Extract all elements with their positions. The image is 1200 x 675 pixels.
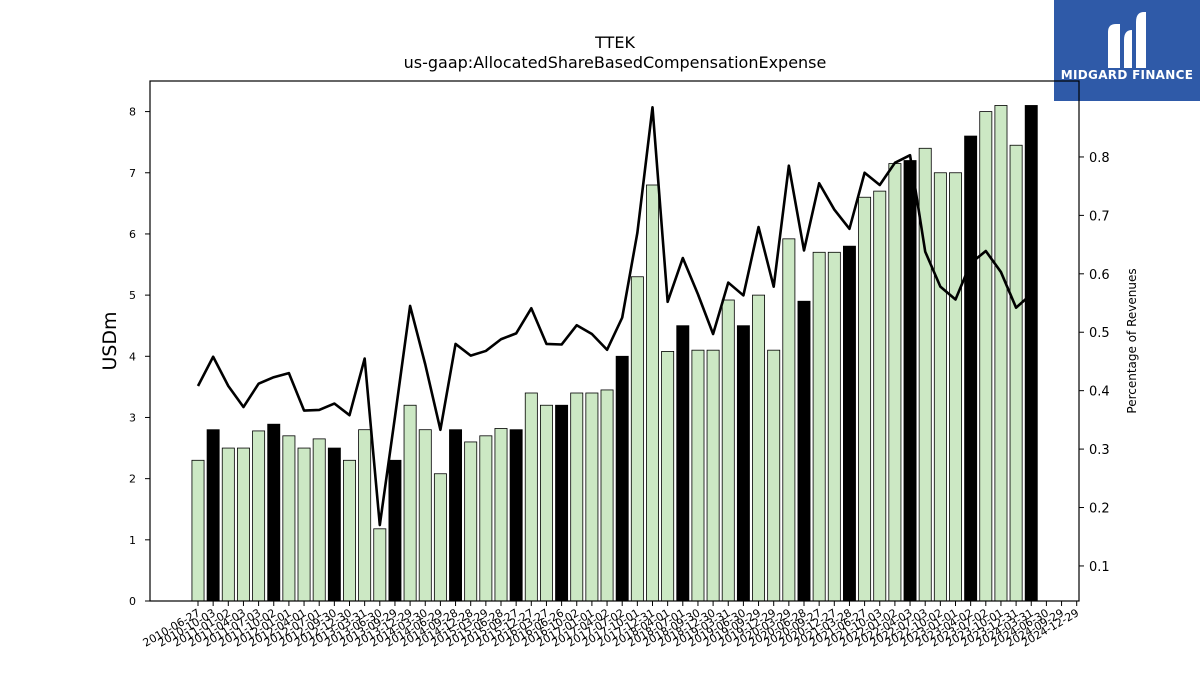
bar-2013-03-31	[358, 429, 372, 602]
chart-title: TTEK	[594, 33, 635, 52]
y-tick-label: 1	[129, 534, 136, 547]
bar-2015-03-29	[479, 435, 493, 602]
y2-tick-label: 0.5	[1089, 326, 1110, 341]
bar-2015-09-27	[509, 429, 523, 602]
bar-2015-12-27	[524, 392, 538, 602]
bar-2023-04-02	[964, 135, 978, 602]
bar-2020-09-27	[812, 251, 826, 602]
bar-2017-10-01	[630, 276, 644, 602]
bar-2018-09-30	[691, 349, 705, 602]
line-series	[196, 105, 1033, 527]
bar-2013-06-30	[373, 528, 387, 602]
y-axis-right: 0.1 0.2 0.3 0.4 0.5 0.6 0.7 0.8	[1079, 151, 1110, 575]
y2-tick-label: 0.8	[1089, 151, 1110, 166]
bar-2022-01-02	[888, 163, 902, 602]
y2-axis-label: Percentage of Revenues	[1125, 268, 1139, 413]
bar-2018-07-01	[676, 325, 690, 602]
bar-2024-03-31	[1024, 105, 1038, 602]
bar-2014-12-28	[464, 441, 478, 602]
bar-2020-03-29	[782, 238, 796, 602]
y-axis-left: 0 1 2 3 4 5 6 7 8	[129, 106, 150, 608]
y2-tick-label: 0.1	[1089, 560, 1110, 575]
bar-2012-07-01	[312, 438, 326, 602]
y2-tick-label: 0.7	[1089, 209, 1110, 224]
y-tick-label: 0	[129, 595, 136, 608]
bar-2016-06-26	[555, 404, 569, 602]
bar-2016-03-27	[539, 404, 553, 602]
bar-2013-12-29	[403, 404, 417, 602]
bar-2022-07-03	[918, 147, 932, 602]
bar-2023-12-31	[1009, 144, 1023, 602]
bar-2011-07-03	[252, 430, 266, 602]
y2-tick-label: 0.2	[1089, 502, 1110, 517]
bar-2019-06-30	[736, 325, 750, 602]
bar-2011-04-03	[236, 447, 250, 602]
bar-2018-04-01	[661, 350, 675, 602]
brand-logo: MIDGARD FINANCE	[1054, 0, 1200, 101]
midgard-m-icon	[1108, 12, 1146, 68]
plot-frame	[149, 80, 1080, 602]
y-tick-label: 8	[129, 106, 136, 119]
bar-2011-01-02	[221, 447, 235, 602]
bar-2021-10-03	[873, 190, 887, 602]
bar-2021-06-27	[858, 196, 872, 602]
bar-2010-06-27	[191, 459, 205, 602]
bar-2013-09-29	[388, 459, 402, 602]
y2-tick-label: 0.4	[1089, 385, 1110, 400]
bar-2020-06-28	[797, 300, 811, 602]
bar-2012-01-01	[282, 435, 296, 602]
bar-2020-12-27	[827, 251, 841, 602]
y-tick-label: 6	[129, 228, 136, 241]
bar-2014-09-28	[449, 429, 463, 602]
y-tick-label: 2	[129, 473, 136, 486]
chart-subtitle: us-gaap:AllocatedShareBasedCompensationE…	[404, 53, 827, 72]
bar-2023-10-01	[994, 105, 1008, 602]
bar-2010-10-03	[206, 429, 220, 602]
bar-2017-07-02	[615, 355, 629, 602]
bar-2012-12-30	[343, 459, 356, 602]
bar-2014-06-29	[433, 473, 447, 602]
brand-name: MIDGARD FINANCE	[1060, 68, 1194, 82]
bar-2018-12-30	[706, 349, 720, 602]
y2-tick-label: 0.6	[1089, 268, 1110, 283]
bar-2016-10-02	[570, 392, 584, 602]
y2-tick-label: 0.3	[1089, 443, 1110, 458]
bar-2017-12-31	[646, 184, 659, 602]
bar-2014-03-30	[418, 429, 432, 602]
y-tick-label: 3	[129, 411, 136, 424]
bar-2023-07-02	[979, 111, 993, 602]
bar-2021-03-28	[842, 245, 856, 602]
bar-2019-09-29	[752, 294, 766, 602]
bar-2022-10-02	[933, 172, 947, 602]
bar-2015-06-28	[494, 428, 508, 602]
bar-series	[191, 105, 1038, 602]
bar-2019-03-31	[721, 299, 735, 602]
bar-2019-12-29	[767, 349, 781, 602]
y-tick-label: 5	[129, 289, 136, 302]
pct-revenue-line	[196, 105, 1033, 527]
y-tick-label: 4	[129, 350, 136, 363]
bar-2011-10-02	[267, 423, 281, 602]
y-tick-label: 7	[129, 167, 136, 180]
x-axis: 2010-06-272010-10-032011-01-022011-04-03…	[141, 601, 1081, 650]
bar-2012-09-30	[327, 447, 341, 602]
y-axis-label: USDm	[99, 311, 121, 370]
bar-2022-04-03	[903, 160, 917, 602]
bar-2023-01-01	[949, 172, 962, 602]
bar-2017-01-01	[585, 392, 599, 602]
bar-2017-04-02	[600, 389, 614, 602]
bar-2012-04-01	[297, 447, 311, 602]
